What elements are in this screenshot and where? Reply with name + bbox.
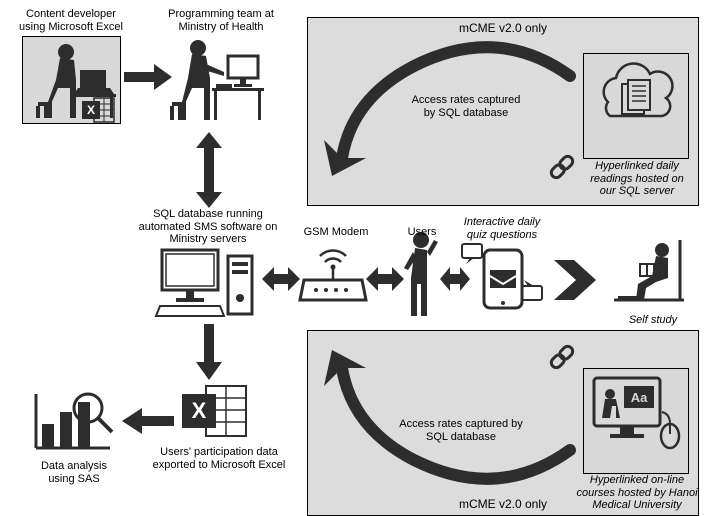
arrow-icon (124, 64, 172, 90)
chevron-right-icon (552, 258, 600, 302)
label-readings: Hyperlinked dailyreadings hosted onour S… (582, 160, 692, 198)
server-computer-icon (158, 246, 258, 318)
double-arrow-icon (440, 267, 470, 291)
label-mcme-top: mCME v2.0 only (448, 22, 558, 36)
label-export: Users' participation dataexported to Mic… (144, 446, 294, 471)
self-study-icon (610, 238, 690, 314)
label-prog-team: Programming team atMinistry of Health (158, 8, 284, 33)
curved-arrow-icon (318, 336, 588, 496)
sas-analysis-icon (30, 390, 116, 456)
double-arrow-icon (196, 132, 222, 208)
arrow-left-icon (122, 408, 174, 434)
label-access-top: Access rates capturedby SQL database (396, 94, 536, 119)
label-self-study: Self study (618, 314, 688, 327)
excel-icon: X (82, 96, 116, 124)
svg-text:Aa: Aa (631, 390, 648, 405)
label-content-dev: Content developerusing Microsoft Excel (8, 8, 134, 33)
gsm-modem-icon (298, 238, 368, 306)
double-arrow-icon (262, 267, 300, 291)
double-arrow-icon (366, 267, 404, 291)
arrow-down-icon (196, 324, 222, 380)
user-person-icon (398, 230, 444, 320)
label-courses: Hyperlinked on-linecourses hosted by Han… (574, 474, 700, 512)
label-access-bottom: Access rates captured bySQL database (386, 418, 536, 443)
label-gsm: GSM Modem (300, 226, 372, 239)
svg-text:X: X (87, 103, 95, 117)
excel-export-icon: X (180, 382, 250, 442)
diagram-canvas: X (0, 0, 709, 516)
svg-text:X: X (192, 398, 207, 423)
label-users: Users (400, 226, 444, 239)
label-quiz: Interactive dailyquiz questions (454, 216, 550, 241)
cloud-readings-icon (592, 58, 678, 134)
label-mcme-bottom: mCME v2.0 only (448, 498, 558, 512)
courses-monitor-icon: Aa (590, 374, 682, 456)
label-sql-server: SQL database runningautomated SMS softwa… (128, 208, 288, 246)
quiz-phone-icon (460, 240, 544, 318)
label-analysis: Data analysisusing SAS (32, 460, 116, 485)
person-desktop-icon (168, 36, 268, 126)
